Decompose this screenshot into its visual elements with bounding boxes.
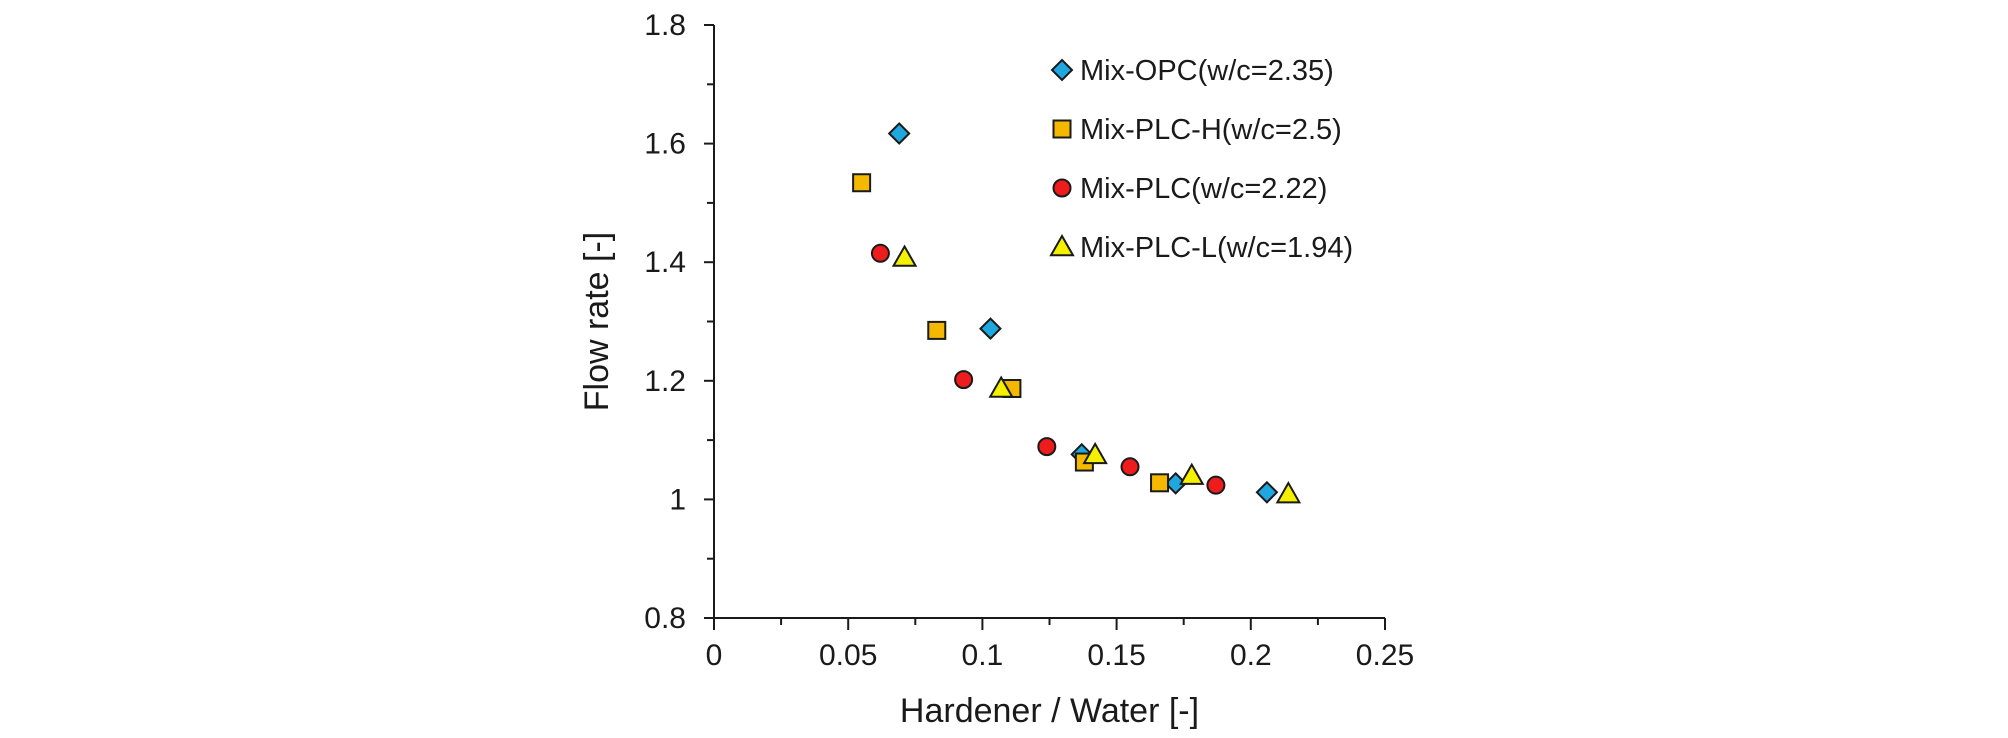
y-ticks: 0.8 1 1.2 1.4 1.6 1.8 [644, 9, 714, 635]
x-tick-label: 0.15 [1087, 639, 1145, 672]
data-point-circle [870, 243, 890, 263]
data-point-circle [1206, 475, 1226, 495]
legend-label: Mix-OPC(w/c=2.35) [1080, 55, 1334, 87]
x-tick-label: 0.25 [1356, 639, 1414, 672]
data-point-diamond [979, 317, 1002, 341]
data-point-triangle [988, 375, 1014, 398]
x-tick-label: 0.2 [1230, 639, 1272, 672]
y-tick-label: 1.8 [644, 9, 686, 42]
y-axis-title: Flow rate [-] [578, 232, 616, 411]
x-tick-label: 0.05 [819, 639, 877, 672]
data-point-diamond [887, 122, 911, 145]
data-point-triangle [1082, 441, 1108, 465]
data-point-circle [954, 370, 974, 390]
y-tick-label: 1 [669, 483, 686, 516]
legend-marker-diamond [1050, 58, 1074, 82]
data-point-diamond [1255, 480, 1279, 504]
data-point-circle [1120, 457, 1140, 477]
legend: Mix-OPC(w/c=2.35) Mix-PLC-H(w/c=2.5) Mix-P… [1049, 55, 1353, 264]
legend-label: Mix-PLC-L(w/c=1.94) [1080, 232, 1353, 264]
legend-marker-circle [1052, 178, 1072, 198]
y-tick-label: 0.8 [644, 602, 686, 635]
data-point-triangle [1179, 462, 1205, 485]
data-point-triangle [891, 244, 918, 267]
legend-item: Mix-PLC-L(w/c=1.94) [1049, 232, 1353, 264]
x-ticks: 0 0.05 0.1 0.15 0.2 0.25 [706, 618, 1414, 672]
data-point-triangle [1275, 481, 1302, 504]
legend-marker-square [1052, 119, 1072, 139]
x-tick-label: 0 [706, 639, 723, 672]
y-tick-label: 1.2 [644, 365, 686, 398]
legend-label: Mix-PLC-H(w/c=2.5) [1080, 114, 1342, 146]
data-point-square [852, 173, 872, 193]
y-tick-label: 1.4 [644, 246, 686, 279]
y-tick-label: 1.6 [644, 128, 686, 161]
data-point-square [927, 320, 947, 340]
x-axis-title: Hardener / Water [-] [900, 692, 1199, 730]
legend-marker-triangle [1049, 233, 1075, 257]
x-tick-label: 0.1 [962, 639, 1004, 672]
data-points [852, 122, 1302, 504]
legend-item: Mix-PLC-H(w/c=2.5) [1052, 114, 1342, 146]
legend-item: Mix-OPC(w/c=2.35) [1050, 55, 1334, 87]
legend-label: Mix-PLC(w/c=2.22) [1080, 173, 1327, 205]
legend-item: Mix-PLC(w/c=2.22) [1052, 173, 1327, 205]
data-point-square [1150, 473, 1170, 493]
data-point-circle [1037, 437, 1057, 457]
